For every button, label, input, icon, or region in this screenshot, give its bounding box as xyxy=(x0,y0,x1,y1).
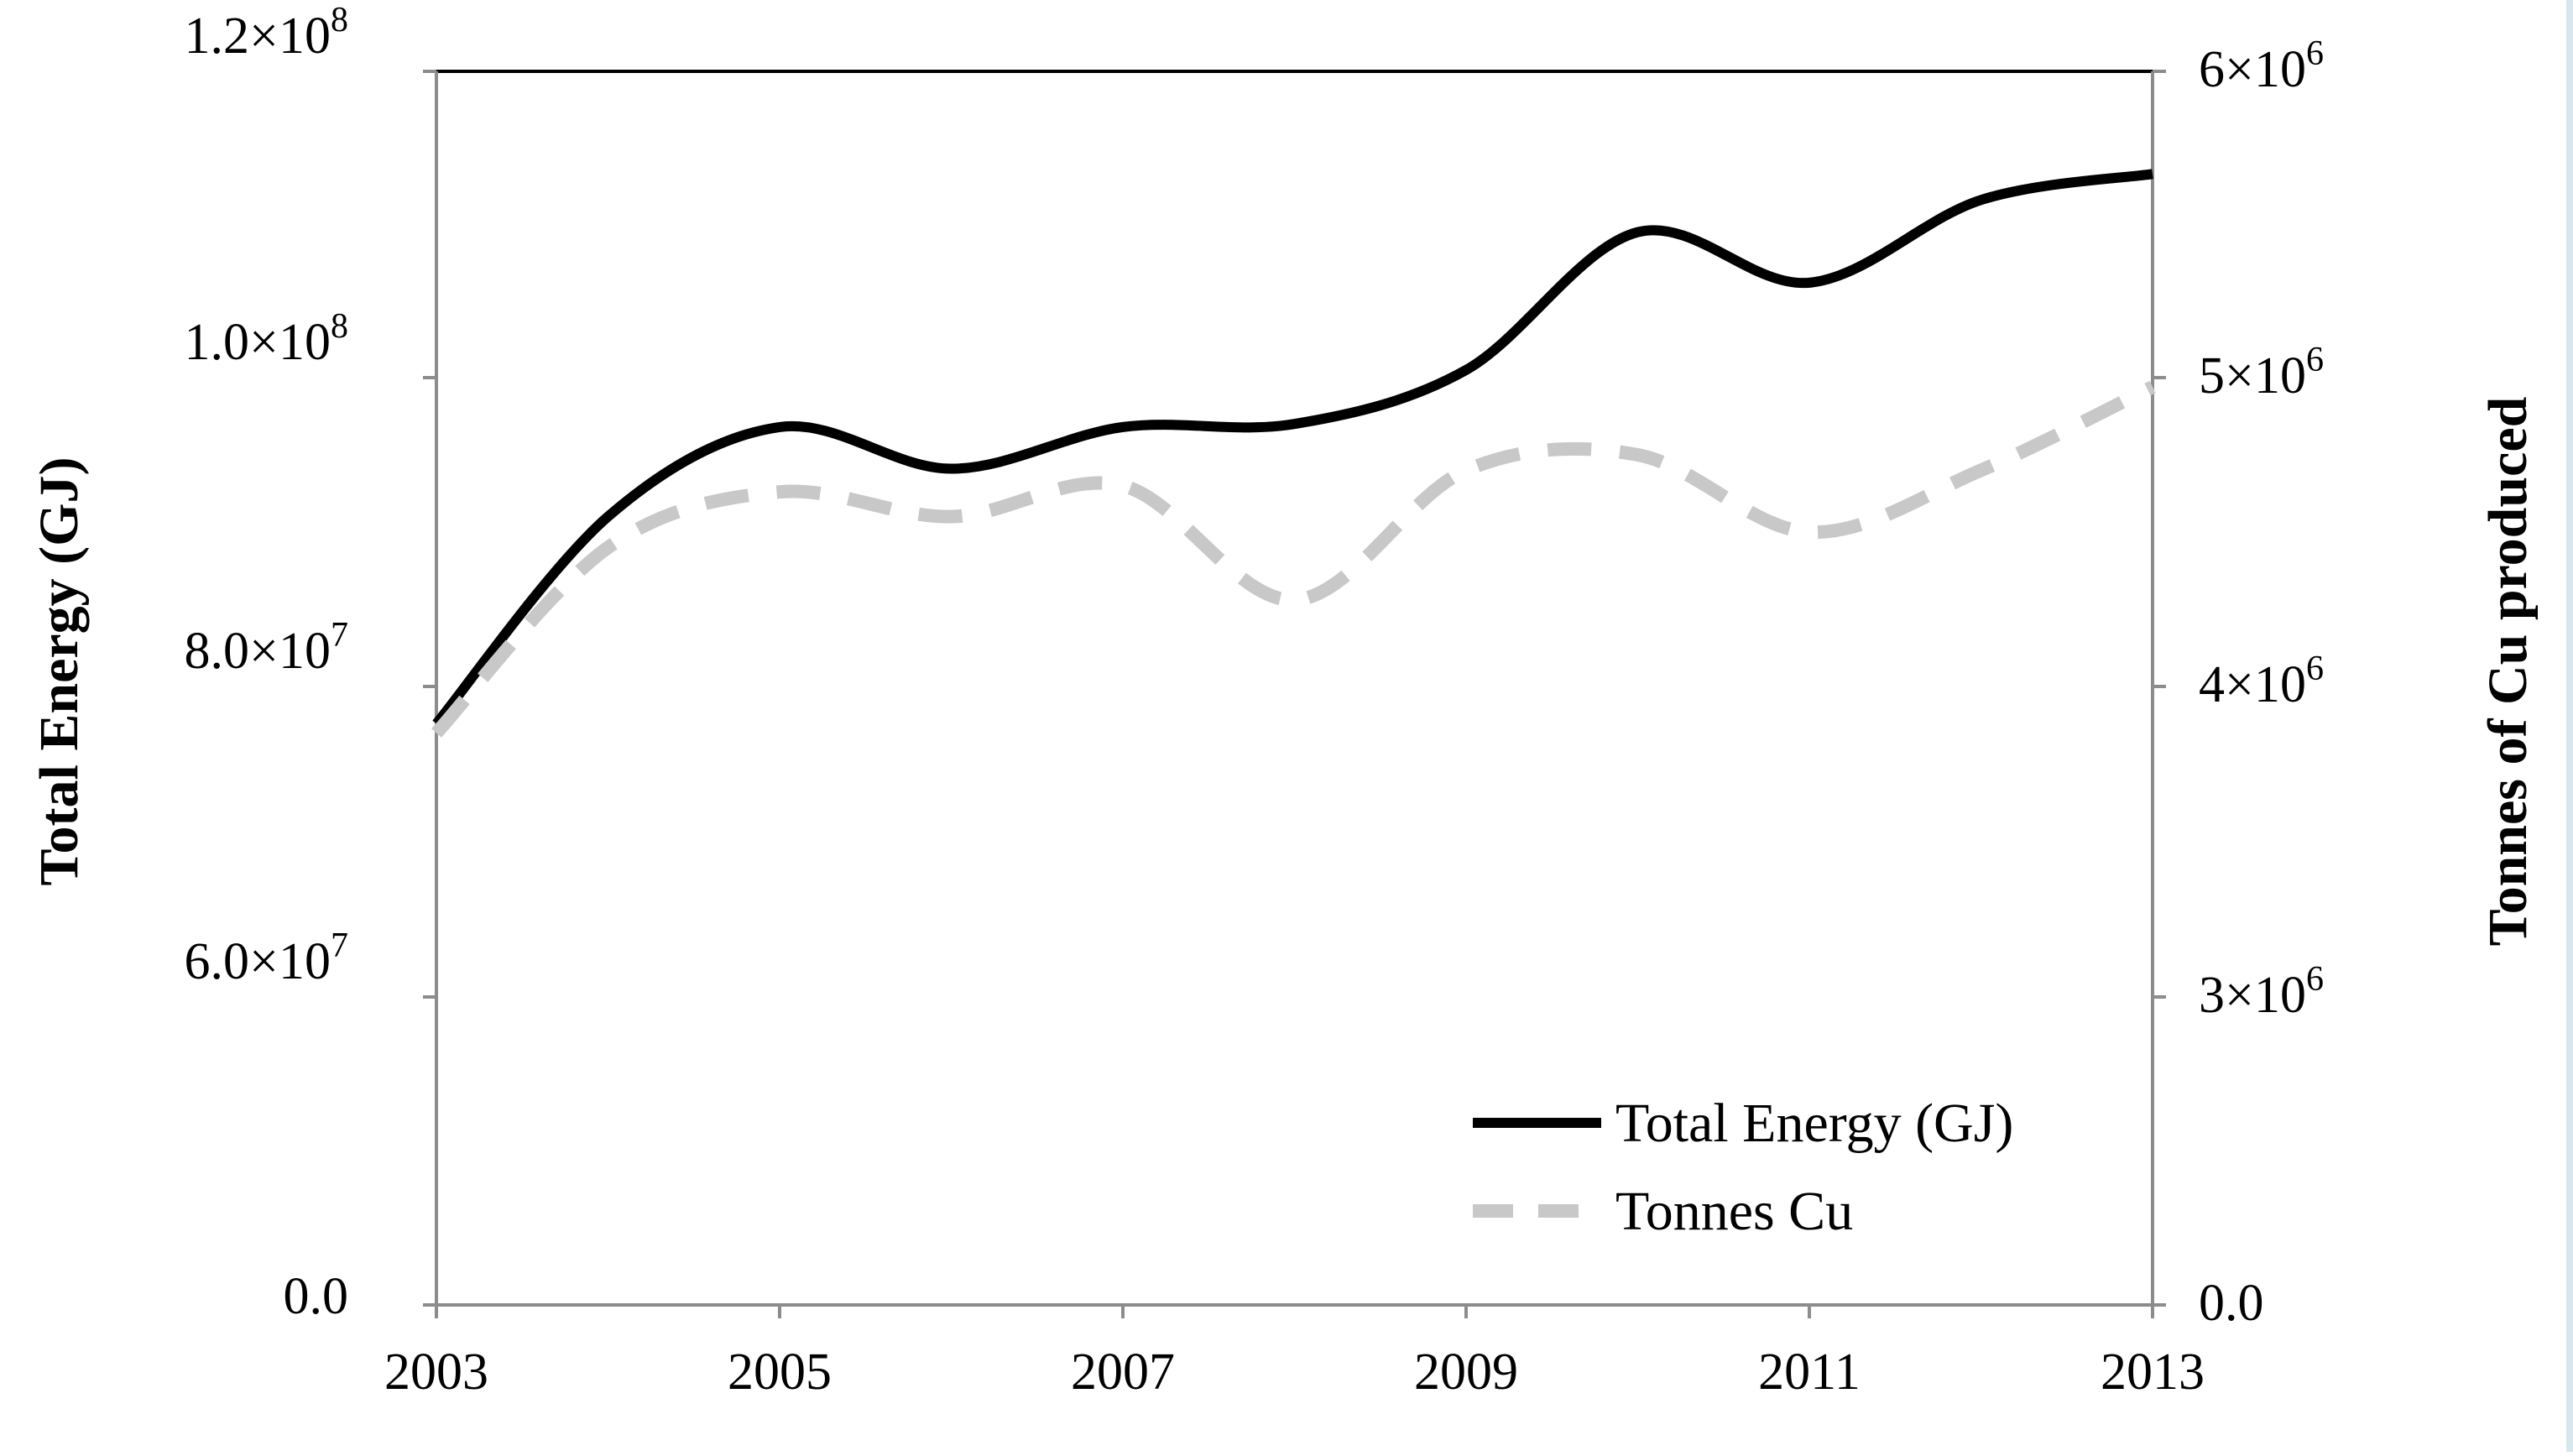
x-tick-label: 2005 xyxy=(728,1344,832,1401)
legend: Total Energy (GJ) Tonnes Cu xyxy=(1473,1093,2013,1242)
right-tick-label: 3×106 xyxy=(2199,960,2324,1024)
data-point xyxy=(1294,599,1296,601)
legend-label: Total Energy (GJ) xyxy=(1615,1093,2013,1154)
left-tick-label: 1.0×108 xyxy=(185,307,348,371)
series-line-total-energy xyxy=(432,169,2153,728)
x-tick-label: 2009 xyxy=(1414,1344,1518,1401)
left-tick-label: 8.0×107 xyxy=(185,616,348,680)
x-tick-label: 2013 xyxy=(2101,1344,2205,1401)
left-tick-label: 0.0 xyxy=(284,1268,349,1325)
left-tick-label: 1.2×108 xyxy=(185,1,348,65)
data-point xyxy=(1465,469,1467,471)
series-layer xyxy=(431,169,2156,738)
data-point xyxy=(1122,485,1124,487)
labels-layer: 0.0 6.0×107 8.0×107 1.0×108 1.2×108 0.0 3×106 4… xyxy=(29,1,2539,1401)
right-tick-label: 4×106 xyxy=(2199,650,2324,713)
x-tick-label: 2011 xyxy=(1758,1344,1861,1401)
page-edge xyxy=(2566,0,2573,1452)
right-tick-label: 6×106 xyxy=(2199,34,2324,98)
x-tick-label: 2007 xyxy=(1071,1344,1175,1401)
data-point xyxy=(1808,531,1810,533)
axes xyxy=(423,70,2166,1318)
x-tick-label: 2003 xyxy=(384,1344,488,1401)
right-tick-label: 0.0 xyxy=(2199,1275,2264,1332)
left-axis-title: Total Energy (GJ) xyxy=(29,457,90,886)
series-line-tonnes-cu xyxy=(431,380,2156,738)
left-tick-label: 6.0×107 xyxy=(185,926,348,990)
right-tick-label: 5×106 xyxy=(2199,341,2324,404)
right-axis-title: Tonnes of Cu produced xyxy=(2477,397,2539,947)
legend-label: Tonnes Cu xyxy=(1615,1181,1853,1242)
